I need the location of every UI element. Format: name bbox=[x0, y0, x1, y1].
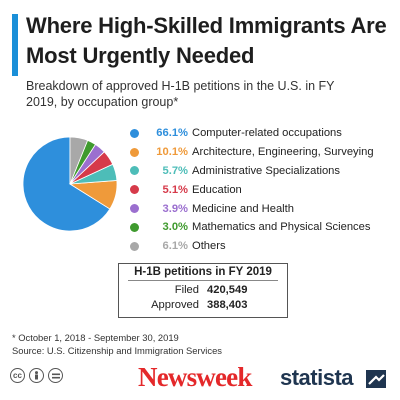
legend-item: 10.1% Architecture, Engineering, Surveyin… bbox=[130, 143, 374, 162]
license-icons: cc bbox=[10, 368, 67, 383]
legend-label: Education bbox=[192, 183, 242, 196]
legend-label: Others bbox=[192, 240, 226, 253]
legend-swatch bbox=[130, 204, 139, 214]
title-accent-bar bbox=[12, 14, 18, 76]
legend-label: Computer-related occupations bbox=[192, 127, 342, 140]
legend-value: 10.1% bbox=[156, 146, 188, 159]
pie-slice bbox=[69, 136, 89, 185]
legend-item: 3.0% Mathematics and Physical Sciences bbox=[130, 218, 374, 237]
legend-swatch bbox=[130, 128, 139, 138]
stat-row-approved: Approved 388,403 bbox=[119, 299, 287, 314]
legend-item: 6.1% Others bbox=[130, 237, 374, 256]
equals-icon[interactable] bbox=[48, 368, 63, 383]
statista-mark-icon bbox=[366, 370, 386, 388]
newsweek-logo[interactable]: Newsweek bbox=[138, 362, 252, 392]
chart-subtitle: Breakdown of approved H-1B petitions in … bbox=[26, 79, 335, 109]
pie-slice bbox=[22, 136, 111, 232]
chart-title: Where High-Skilled Immigrants Are Most U… bbox=[26, 13, 387, 68]
legend-item: 66.1% Computer-related occupations bbox=[130, 124, 374, 143]
petitions-stat-box: H-1B petitions in FY 2019 Filed 420,549 … bbox=[118, 263, 288, 318]
legend-value: 5.1% bbox=[162, 183, 189, 196]
legend-label: Medicine and Health bbox=[192, 202, 294, 215]
legend-value: 3.9% bbox=[162, 202, 189, 215]
legend-value: 3.0% bbox=[162, 221, 189, 234]
legend-swatch bbox=[130, 222, 139, 232]
legend: 66.1% Computer-related occupations 10.1% Ar… bbox=[130, 124, 374, 256]
legend-label: Architecture, Engineering, Surveying bbox=[192, 146, 374, 159]
legend-label: Administrative Specializations bbox=[192, 164, 340, 177]
legend-item: 5.7% Administrative Specializations bbox=[130, 162, 374, 181]
footnote: * October 1, 2018 - September 30, 2019 S… bbox=[12, 331, 222, 357]
legend-item: 3.9% Medicine and Health bbox=[130, 199, 374, 218]
stat-label: Approved bbox=[151, 299, 199, 311]
stat-value: 388,403 bbox=[207, 299, 248, 311]
legend-swatch bbox=[130, 185, 139, 195]
stat-label: Filed bbox=[174, 284, 199, 296]
statista-logo[interactable]: statista bbox=[280, 365, 354, 390]
stat-value: 420,549 bbox=[207, 284, 248, 296]
legend-value: 66.1% bbox=[156, 127, 188, 140]
legend-swatch bbox=[130, 147, 139, 157]
person-icon[interactable] bbox=[29, 368, 44, 383]
footer: cc Newsweek statista bbox=[0, 360, 400, 400]
legend-swatch bbox=[130, 241, 139, 251]
stat-box-divider bbox=[128, 280, 278, 281]
footnote-period: * October 1, 2018 - September 30, 2019 bbox=[12, 332, 179, 343]
legend-label: Mathematics and Physical Sciences bbox=[192, 221, 371, 234]
footnote-source: Source: U.S. Citizenship and Immigration… bbox=[12, 345, 222, 356]
stat-box-title: H-1B petitions in FY 2019 bbox=[134, 266, 272, 278]
pie-chart bbox=[22, 136, 118, 232]
cc-icon[interactable]: cc bbox=[10, 368, 25, 383]
legend-value: 5.7% bbox=[162, 164, 189, 177]
legend-swatch bbox=[130, 166, 139, 176]
legend-value: 6.1% bbox=[162, 240, 189, 253]
stat-row-filed: Filed 420,549 bbox=[119, 284, 287, 299]
legend-item: 5.1% Education bbox=[130, 180, 374, 199]
